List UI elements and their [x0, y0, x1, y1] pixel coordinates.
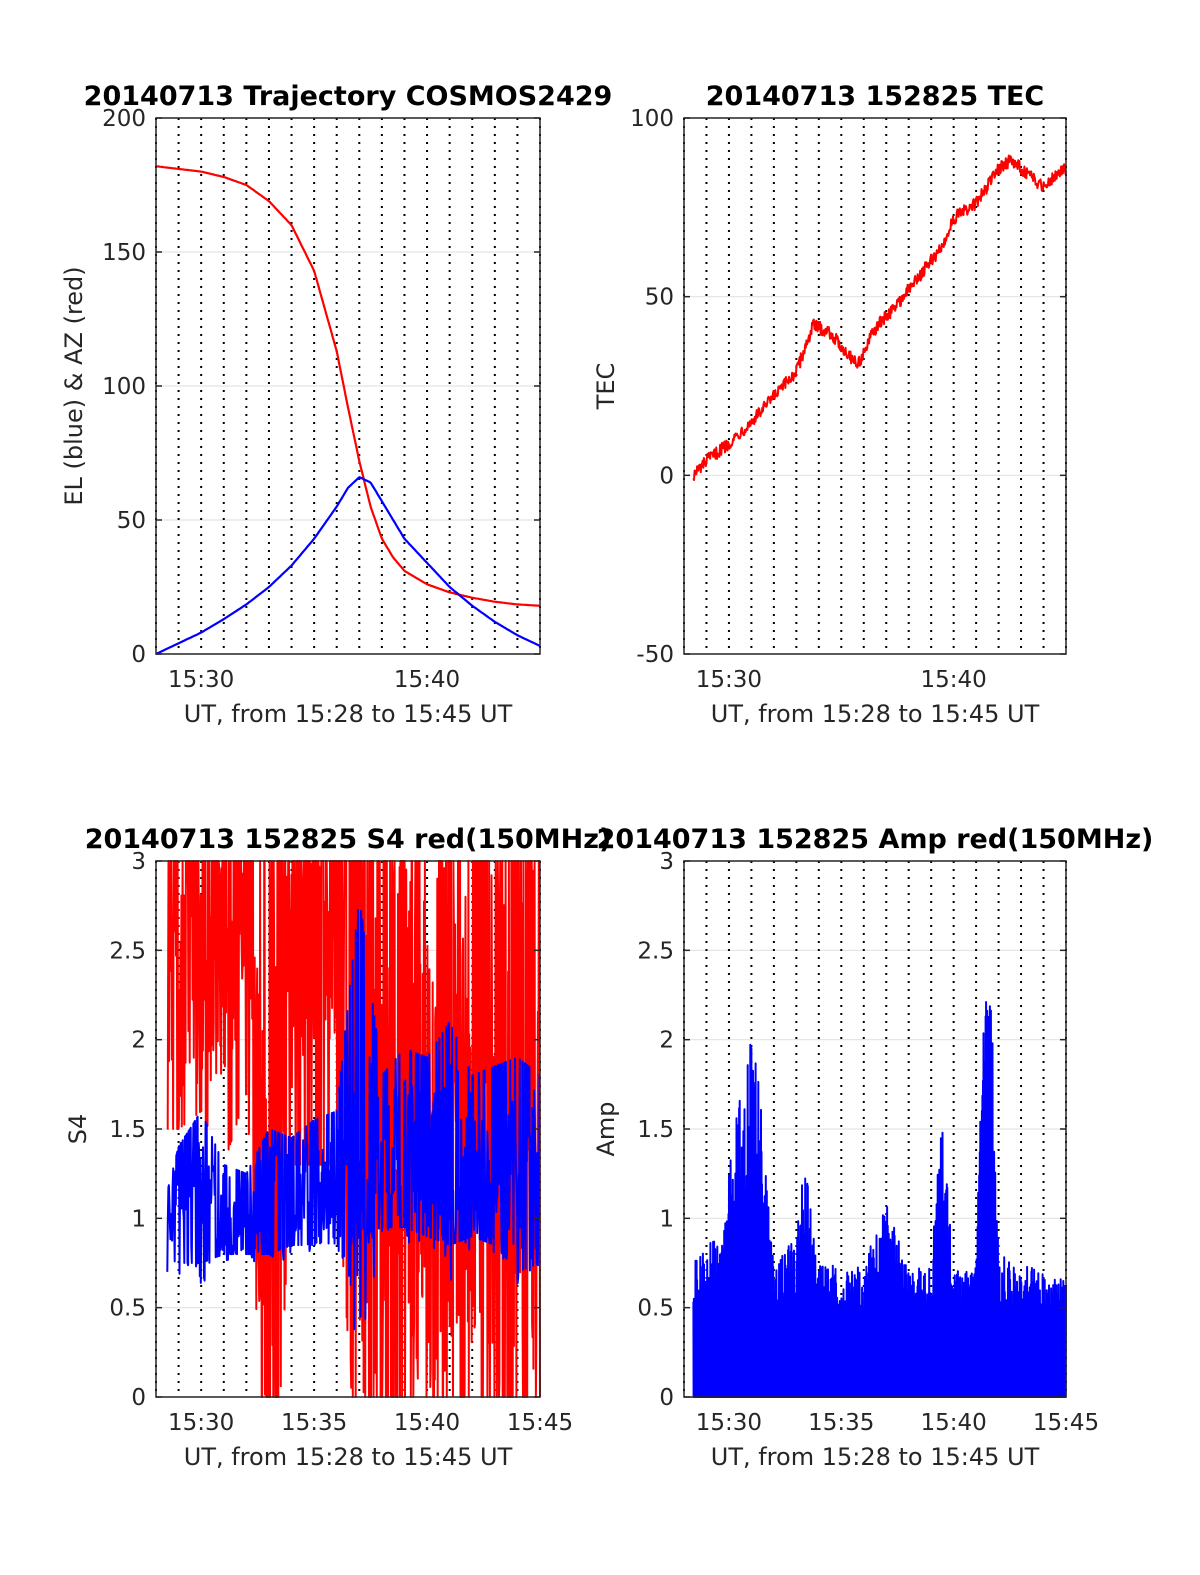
x-tick-label: 15:30: [696, 667, 762, 693]
y-tick-label: 1.5: [109, 1117, 146, 1143]
y-tick-label: 3: [131, 849, 146, 875]
y-tick-label: 2: [659, 1028, 674, 1054]
y-tick-label: 150: [102, 240, 146, 266]
y-tick-label: 100: [102, 374, 146, 400]
y-tick-label: 0: [659, 463, 674, 489]
series-line-amp: [692, 1001, 1067, 1398]
x-tick-label: 15:30: [168, 1410, 234, 1436]
chart-title: 20140713 Trajectory COSMOS2429: [84, 81, 613, 112]
series-line-blue: [166, 908, 541, 1331]
y-tick-label: 3: [659, 849, 674, 875]
y-tick-label: 100: [630, 106, 674, 132]
chart-panel-1: 0 50 100 150 200 15:30 15:40 20140713 Trajector…: [60, 81, 612, 728]
x-tick-label: 15:40: [920, 1410, 986, 1436]
y-tick-label: 2.5: [637, 938, 674, 964]
y-tick-label: 50: [645, 285, 674, 311]
y-tick-label: 0.5: [637, 1296, 674, 1322]
x-tick-label: 15:30: [168, 667, 234, 693]
x-tick-label: 15:40: [394, 667, 460, 693]
x-axis-label: UT, from 15:28 to 15:45 UT: [184, 1443, 513, 1471]
y-tick-label: 0: [131, 1385, 146, 1411]
y-tick-label: 1: [659, 1206, 674, 1232]
y-tick-label: 0.5: [109, 1296, 146, 1322]
y-axis-label: TEC: [592, 363, 620, 411]
x-axis-label: UT, from 15:28 to 15:45 UT: [711, 1443, 1040, 1471]
y-tick-label: 0: [131, 642, 146, 668]
x-tick-label: 15:40: [920, 667, 986, 693]
y-tick-label: 2.5: [109, 938, 146, 964]
plot-area: [684, 118, 1066, 654]
chart-title: 20140713 152825 TEC: [706, 81, 1045, 112]
chart-panel-2: -50 0 50 100 15:30 15:40 20140713 152825 TEC UT…: [592, 81, 1067, 728]
series-line-el: [155, 476, 541, 655]
chart-title: 20140713 152825 S4 red(150MHz): [85, 824, 612, 855]
x-tick-label: 15:35: [808, 1410, 874, 1436]
axes-box: [683, 117, 1067, 655]
y-axis-label: EL (blue) & AZ (red): [60, 266, 88, 505]
y-tick-label: 1.5: [637, 1117, 674, 1143]
y-axis-label: S4: [64, 1114, 92, 1145]
y-tick-label: -50: [636, 642, 674, 668]
series-line-tec: [692, 154, 1067, 482]
x-axis-label: UT, from 15:28 to 15:45 UT: [711, 700, 1040, 728]
x-axis-label: UT, from 15:28 to 15:45 UT: [184, 700, 513, 728]
series-line-az: [155, 165, 541, 607]
y-tick-label: 50: [117, 508, 146, 534]
x-tick-label: 15:45: [507, 1410, 573, 1436]
chart-title: 20140713 152825 Amp red(150MHz): [597, 824, 1154, 855]
chart-panel-4: 0 0.5 1 1.5 2 2.5 3 15:30 15:35 15:40 15:45 2014071…: [592, 824, 1153, 1471]
x-tick-label: 15:30: [696, 1410, 762, 1436]
y-axis-label: Amp: [592, 1101, 620, 1156]
x-tick-label: 15:35: [281, 1410, 347, 1436]
y-tick-label: 1: [131, 1206, 146, 1232]
x-tick-label: 15:45: [1033, 1410, 1099, 1436]
y-tick-label: 0: [659, 1385, 674, 1411]
y-tick-label: 2: [131, 1028, 146, 1054]
x-tick-label: 15:40: [394, 1410, 460, 1436]
chart-panel-3: 0 0.5 1 1.5 2 2.5 3 15:30 15:35 15:40 15:45 2014071…: [64, 824, 611, 1471]
y-tick-label: 200: [102, 106, 146, 132]
